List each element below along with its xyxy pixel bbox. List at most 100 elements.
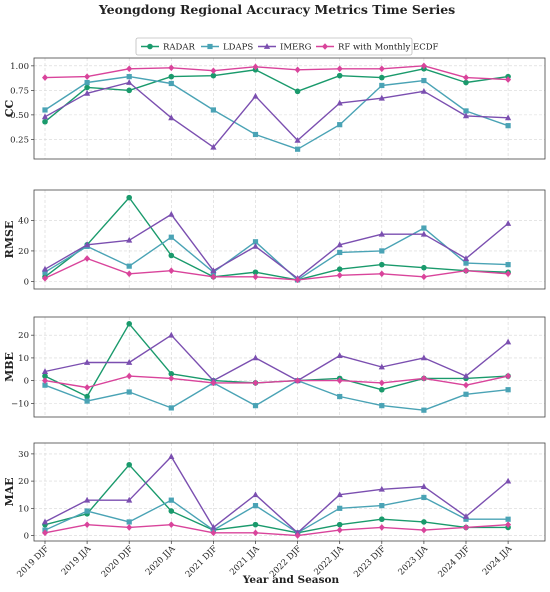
- y-tick-label: 10: [18, 504, 29, 514]
- y-tick-label: 0: [24, 277, 29, 287]
- data-point: [378, 363, 385, 370]
- y-tick-label: 0.50: [10, 111, 29, 121]
- y-tick-label: 30: [18, 450, 29, 460]
- data-point: [84, 393, 90, 400]
- data-point: [252, 403, 259, 409]
- data-point: [126, 359, 133, 365]
- data-point: [294, 66, 301, 74]
- data-point: [84, 359, 91, 365]
- data-point: [168, 234, 174, 240]
- data-point: [41, 368, 49, 374]
- y-axis-label: CC: [3, 100, 16, 118]
- data-point: [420, 354, 427, 361]
- data-point: [378, 485, 385, 492]
- data-point: [84, 508, 90, 514]
- plot-area: [34, 58, 545, 159]
- data-point: [463, 391, 469, 397]
- data-point: [126, 321, 132, 327]
- x-tick-label: 2021 JJA: [228, 543, 262, 577]
- data-point: [336, 526, 343, 534]
- data-point: [294, 276, 301, 284]
- data-point: [505, 521, 512, 528]
- data-point: [379, 261, 385, 268]
- data-point: [462, 372, 470, 379]
- data-point: [420, 273, 427, 281]
- series-line: [44, 227, 509, 281]
- data-point: [168, 497, 174, 503]
- data-point: [337, 249, 343, 256]
- data-point: [379, 403, 385, 409]
- chart-title: Yeongdong Regional Accuracy Metrics Time…: [98, 2, 455, 17]
- data-point: [84, 73, 91, 80]
- data-point: [505, 76, 512, 83]
- series-imerg: [41, 210, 512, 281]
- data-point: [252, 491, 259, 498]
- series-line: [44, 196, 509, 281]
- data-point: [126, 270, 133, 278]
- data-point: [84, 89, 91, 96]
- data-point: [41, 113, 49, 120]
- y-tick-labels: 0.25 0.50 0.75 1.00: [10, 62, 34, 145]
- data-point: [42, 529, 48, 537]
- data-point: [505, 123, 511, 129]
- data-point: [84, 84, 90, 91]
- plot-frame: [33, 316, 546, 418]
- legend-marker: [207, 43, 213, 50]
- data-point: [168, 64, 175, 72]
- y-axis-label: RMSE: [3, 221, 16, 259]
- data-point: [126, 87, 132, 94]
- data-point: [421, 225, 427, 231]
- x-tick-label: 2019 DJF: [15, 544, 51, 580]
- data-point: [463, 524, 469, 531]
- data-point: [463, 381, 469, 389]
- data-point: [336, 352, 343, 359]
- data-point: [379, 82, 385, 89]
- series-ldaps: [42, 378, 511, 413]
- data-point: [505, 262, 511, 268]
- data-point: [336, 241, 343, 248]
- data-point: [505, 338, 512, 345]
- data-point: [505, 477, 512, 484]
- legend-entry-imerg: IMERG: [258, 43, 312, 53]
- data-point: [252, 354, 259, 361]
- series-rf-with-monthly-ecdf: [42, 372, 512, 391]
- series-ldaps: [42, 74, 511, 152]
- data-point: [126, 263, 132, 269]
- series-line: [44, 455, 509, 534]
- legend-label: LDAPS: [223, 43, 253, 53]
- data-point: [168, 210, 175, 217]
- data-point: [462, 112, 470, 119]
- data-point: [379, 503, 385, 509]
- series-rf-with-monthly-ecdf: [42, 62, 512, 83]
- data-point: [420, 230, 427, 237]
- data-point: [210, 143, 217, 150]
- data-point: [336, 271, 343, 279]
- x-tick-label: 2023 DJF: [352, 544, 388, 580]
- data-point: [421, 407, 427, 413]
- x-tick-label: 2024 JJA: [481, 543, 515, 577]
- data-point: [41, 265, 49, 272]
- data-point: [252, 269, 259, 276]
- legend: RADAR LDAPS IMERG RF with Monthly ECDF: [135, 37, 439, 56]
- data-point: [505, 270, 512, 278]
- data-point: [337, 505, 343, 511]
- data-point: [463, 260, 469, 266]
- plot-frame: [33, 57, 546, 160]
- data-point: [42, 373, 48, 379]
- data-point: [421, 494, 427, 501]
- legend-label: IMERG: [280, 43, 312, 53]
- legend-marker: [263, 43, 271, 49]
- series-line: [44, 81, 509, 148]
- data-point: [84, 398, 90, 404]
- data-point: [126, 372, 133, 380]
- data-point: [168, 252, 175, 259]
- data-point: [252, 379, 259, 387]
- x-tick-label: 2022 JJA: [312, 543, 346, 577]
- y-tick-labels: 0 20 40: [18, 216, 34, 287]
- series-line: [44, 379, 509, 411]
- series-line: [44, 334, 509, 382]
- data-point: [421, 519, 427, 525]
- data-point: [168, 375, 175, 382]
